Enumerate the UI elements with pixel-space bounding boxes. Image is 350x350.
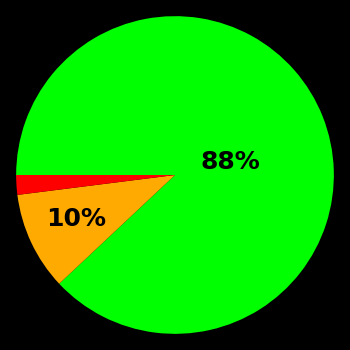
Wedge shape <box>16 175 175 195</box>
Wedge shape <box>18 175 175 284</box>
Text: 10%: 10% <box>47 208 106 231</box>
Wedge shape <box>16 16 334 334</box>
Text: 88%: 88% <box>201 150 260 174</box>
